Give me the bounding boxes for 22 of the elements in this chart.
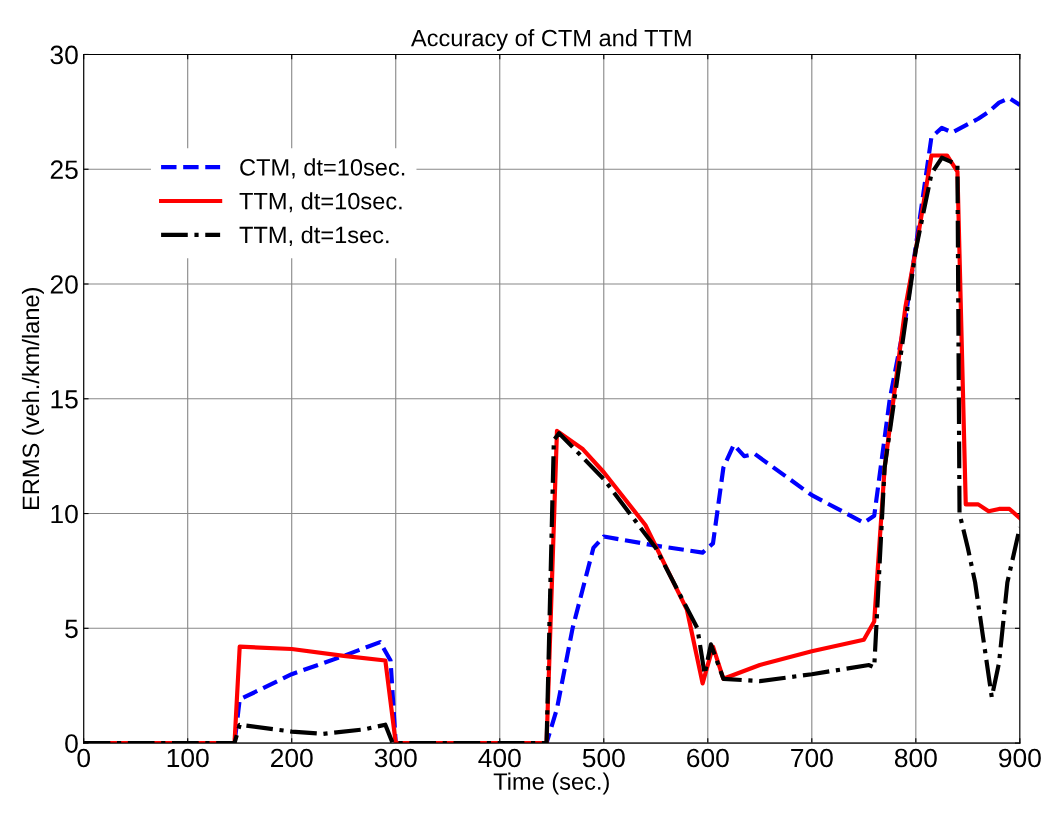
x-tick-label: 400	[478, 748, 521, 768]
y-tick-label: 25	[50, 160, 78, 180]
x-tick-label: 800	[894, 748, 937, 768]
y-tick-label: 20	[50, 275, 78, 294]
x-tick-label: 600	[687, 748, 729, 768]
y-tick-label: 0	[65, 734, 78, 753]
x-tick-label: 200	[271, 748, 313, 768]
x-tick-label: 300	[374, 748, 417, 768]
y-tick-label: 10	[51, 504, 78, 524]
y-axis-title: ERMS (veh./km/lane)	[21, 288, 44, 510]
y-tick-label: 5	[65, 619, 78, 639]
x-tick-label: 100	[167, 748, 209, 768]
legend-label: TTM, dt=10sec.	[239, 192, 402, 213]
x-tick-label: 700	[791, 748, 833, 768]
legend-label: TTM, dt=1sec.	[239, 225, 389, 247]
y-tick-label: 30	[50, 45, 78, 65]
y-tick-label: 15	[51, 390, 78, 409]
x-axis-title: Time (sec.)	[493, 772, 609, 795]
x-tick-label: 900	[999, 748, 1041, 768]
legend-label: CTM, dt=10sec.	[240, 158, 405, 179]
x-tick-label: 500	[582, 748, 625, 768]
chart-title: Accuracy of CTM and TTM	[410, 29, 691, 52]
